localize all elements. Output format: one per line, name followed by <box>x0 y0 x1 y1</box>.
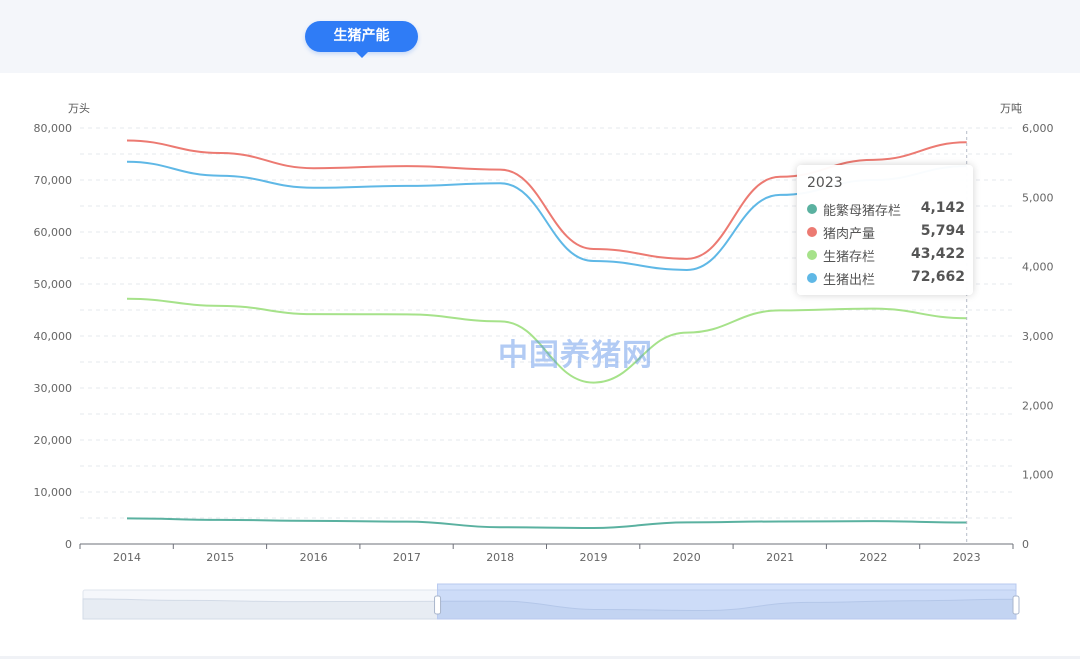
series-dot-icon <box>807 250 817 260</box>
tooltip-row-stock: 生猪存栏 43,422 <box>807 246 965 265</box>
tooltip-year: 2023 <box>807 175 843 191</box>
tooltip-row-sows: 能繁母猪存栏 4,142 <box>807 200 965 219</box>
x-tick-label: 2021 <box>766 551 794 564</box>
right-tick-label: 4,000 <box>1022 261 1054 274</box>
right-tick-label: 0 <box>1022 538 1029 551</box>
right-tick-label: 6,000 <box>1022 122 1054 135</box>
x-tick-label: 2015 <box>206 551 234 564</box>
zoom-handle-right[interactable] <box>1012 595 1020 615</box>
tooltip-series-value: 72,662 <box>910 269 965 285</box>
tooltip-series-name: 生猪存栏 <box>823 250 876 265</box>
left-tick-label: 20,000 <box>34 434 73 447</box>
right-tick-label: 3,000 <box>1022 330 1054 343</box>
x-tick-label: 2022 <box>859 551 887 564</box>
x-tick-label: 2018 <box>486 551 514 564</box>
x-tick-label: 2016 <box>300 551 328 564</box>
tooltip-series-name: 猪肉产量 <box>823 227 876 242</box>
x-tick-label: 2019 <box>580 551 608 564</box>
left-tick-label: 60,000 <box>34 226 73 239</box>
right-tick-label: 5,000 <box>1022 191 1054 204</box>
tooltip-row-slaughter: 生猪出栏 72,662 <box>807 269 965 288</box>
tooltip-series-name: 能繁母猪存栏 <box>823 204 902 219</box>
right-axis-unit: 万吨 <box>1000 102 1022 115</box>
series-line <box>126 297 967 384</box>
watermark: 中国养猪网 <box>498 338 653 373</box>
series-dot-icon <box>807 273 817 283</box>
zoom-preview-area <box>82 598 1017 620</box>
tooltip-series-value: 43,422 <box>910 246 965 262</box>
left-tick-label: 50,000 <box>34 278 73 291</box>
left-tick-label: 0 <box>65 538 72 551</box>
left-tick-label: 80,000 <box>34 122 73 135</box>
bottom-divider <box>0 656 1080 659</box>
left-tick-label: 30,000 <box>34 382 73 395</box>
chart-tooltip: 2023 能繁母猪存栏 4,142 猪肉产量 5,794 生猪存栏 43,422… <box>797 165 973 295</box>
x-tick-label: 2014 <box>113 551 141 564</box>
left-axis-unit: 万头 <box>68 102 90 115</box>
left-tick-label: 70,000 <box>34 174 73 187</box>
zoom-selected-range[interactable] <box>437 583 1017 620</box>
x-tick-label: 2020 <box>673 551 701 564</box>
left-tick-label: 10,000 <box>34 486 73 499</box>
tooltip-series-name: 生猪出栏 <box>823 273 876 288</box>
header-band <box>0 0 1080 73</box>
x-tick-label: 2017 <box>393 551 421 564</box>
right-tick-label: 1,000 <box>1022 469 1054 482</box>
tooltip-series-value: 4,142 <box>920 200 965 216</box>
series-dot-icon <box>807 227 817 237</box>
right-tick-label: 2,000 <box>1022 399 1054 412</box>
series-line <box>126 517 967 529</box>
chart-title-tab[interactable]: 生猪产能 <box>305 21 418 58</box>
tooltip-row-pork: 猪肉产量 5,794 <box>807 223 965 242</box>
zoom-handle-left[interactable] <box>434 595 442 615</box>
left-tick-label: 40,000 <box>34 330 73 343</box>
tooltip-series-value: 5,794 <box>920 223 965 239</box>
x-tick-label: 2023 <box>953 551 981 564</box>
series-dot-icon <box>807 204 817 214</box>
